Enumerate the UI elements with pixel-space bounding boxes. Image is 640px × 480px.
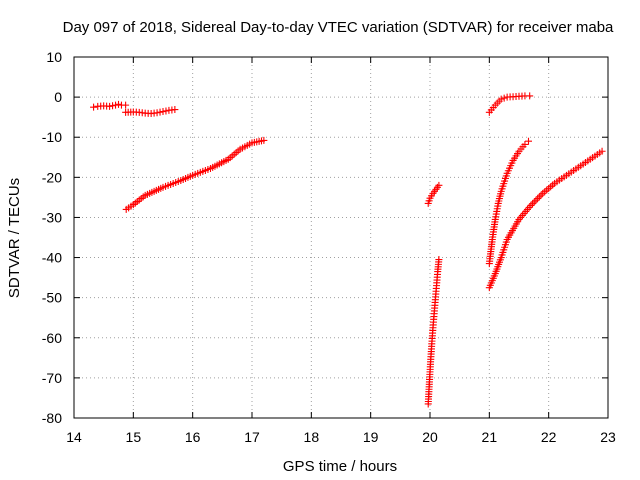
chart-title: Day 097 of 2018, Sidereal Day-to-day VTE… (63, 19, 614, 36)
data-point (435, 181, 443, 189)
y-tick-label: -10 (42, 129, 62, 145)
data-point (497, 95, 505, 103)
x-tick-label: 20 (422, 429, 438, 445)
y-axis-title: SDTVAR / TECUs (6, 178, 23, 298)
x-tick-label: 21 (482, 429, 498, 445)
y-tick-label: -50 (42, 290, 62, 306)
data-point (526, 92, 534, 100)
data-point (90, 103, 98, 111)
y-tick-label: -60 (42, 330, 62, 346)
x-tick-label: 16 (185, 429, 201, 445)
data-point-dense (537, 191, 545, 199)
plot-frame (73, 56, 609, 419)
data-points (90, 92, 606, 408)
data-point-dense (162, 107, 170, 115)
data-point (524, 137, 532, 145)
data-point (521, 140, 529, 148)
data-point-dense (530, 198, 538, 206)
data-point (106, 102, 114, 110)
data-point (115, 100, 122, 108)
data-point (153, 109, 161, 117)
data-point (112, 101, 120, 109)
x-tick-label: 15 (126, 429, 142, 445)
data-point (171, 106, 179, 114)
data-point-dense (156, 108, 164, 116)
tick-labels: 14 15 16 17 18 19 20 21 22 23 10 0 -10 -20 -30 -40 -50 -6… (42, 49, 616, 445)
y-tick-label: -20 (42, 169, 62, 185)
y-tick-label: -30 (42, 209, 62, 225)
data-point-dense (535, 193, 543, 201)
data-point (122, 101, 130, 109)
y-tick-label: 0 (54, 89, 62, 105)
data-point-dense (500, 94, 508, 102)
data-point (260, 136, 268, 144)
data-point-dense (109, 102, 117, 110)
data-point-dense (529, 200, 537, 208)
axis-ticks (73, 56, 609, 419)
y-tick-label: -80 (42, 410, 62, 426)
x-axis-title: GPS time / hours (283, 458, 397, 475)
data-point-dense (534, 195, 542, 203)
x-tick-label: 17 (244, 429, 260, 445)
data-point (598, 147, 606, 155)
x-tick-label: 14 (66, 429, 82, 445)
data-point-dense (532, 196, 540, 204)
y-tick-label: -70 (42, 370, 62, 386)
x-tick-label: 19 (363, 429, 379, 445)
y-tick-label: -40 (42, 250, 62, 266)
x-tick-label: 18 (304, 429, 320, 445)
data-point (435, 256, 443, 264)
y-tick-label: 10 (46, 49, 62, 65)
x-tick-label: 22 (541, 429, 557, 445)
x-tick-label: 23 (600, 429, 616, 445)
data-point (527, 201, 535, 209)
data-point (159, 108, 167, 116)
